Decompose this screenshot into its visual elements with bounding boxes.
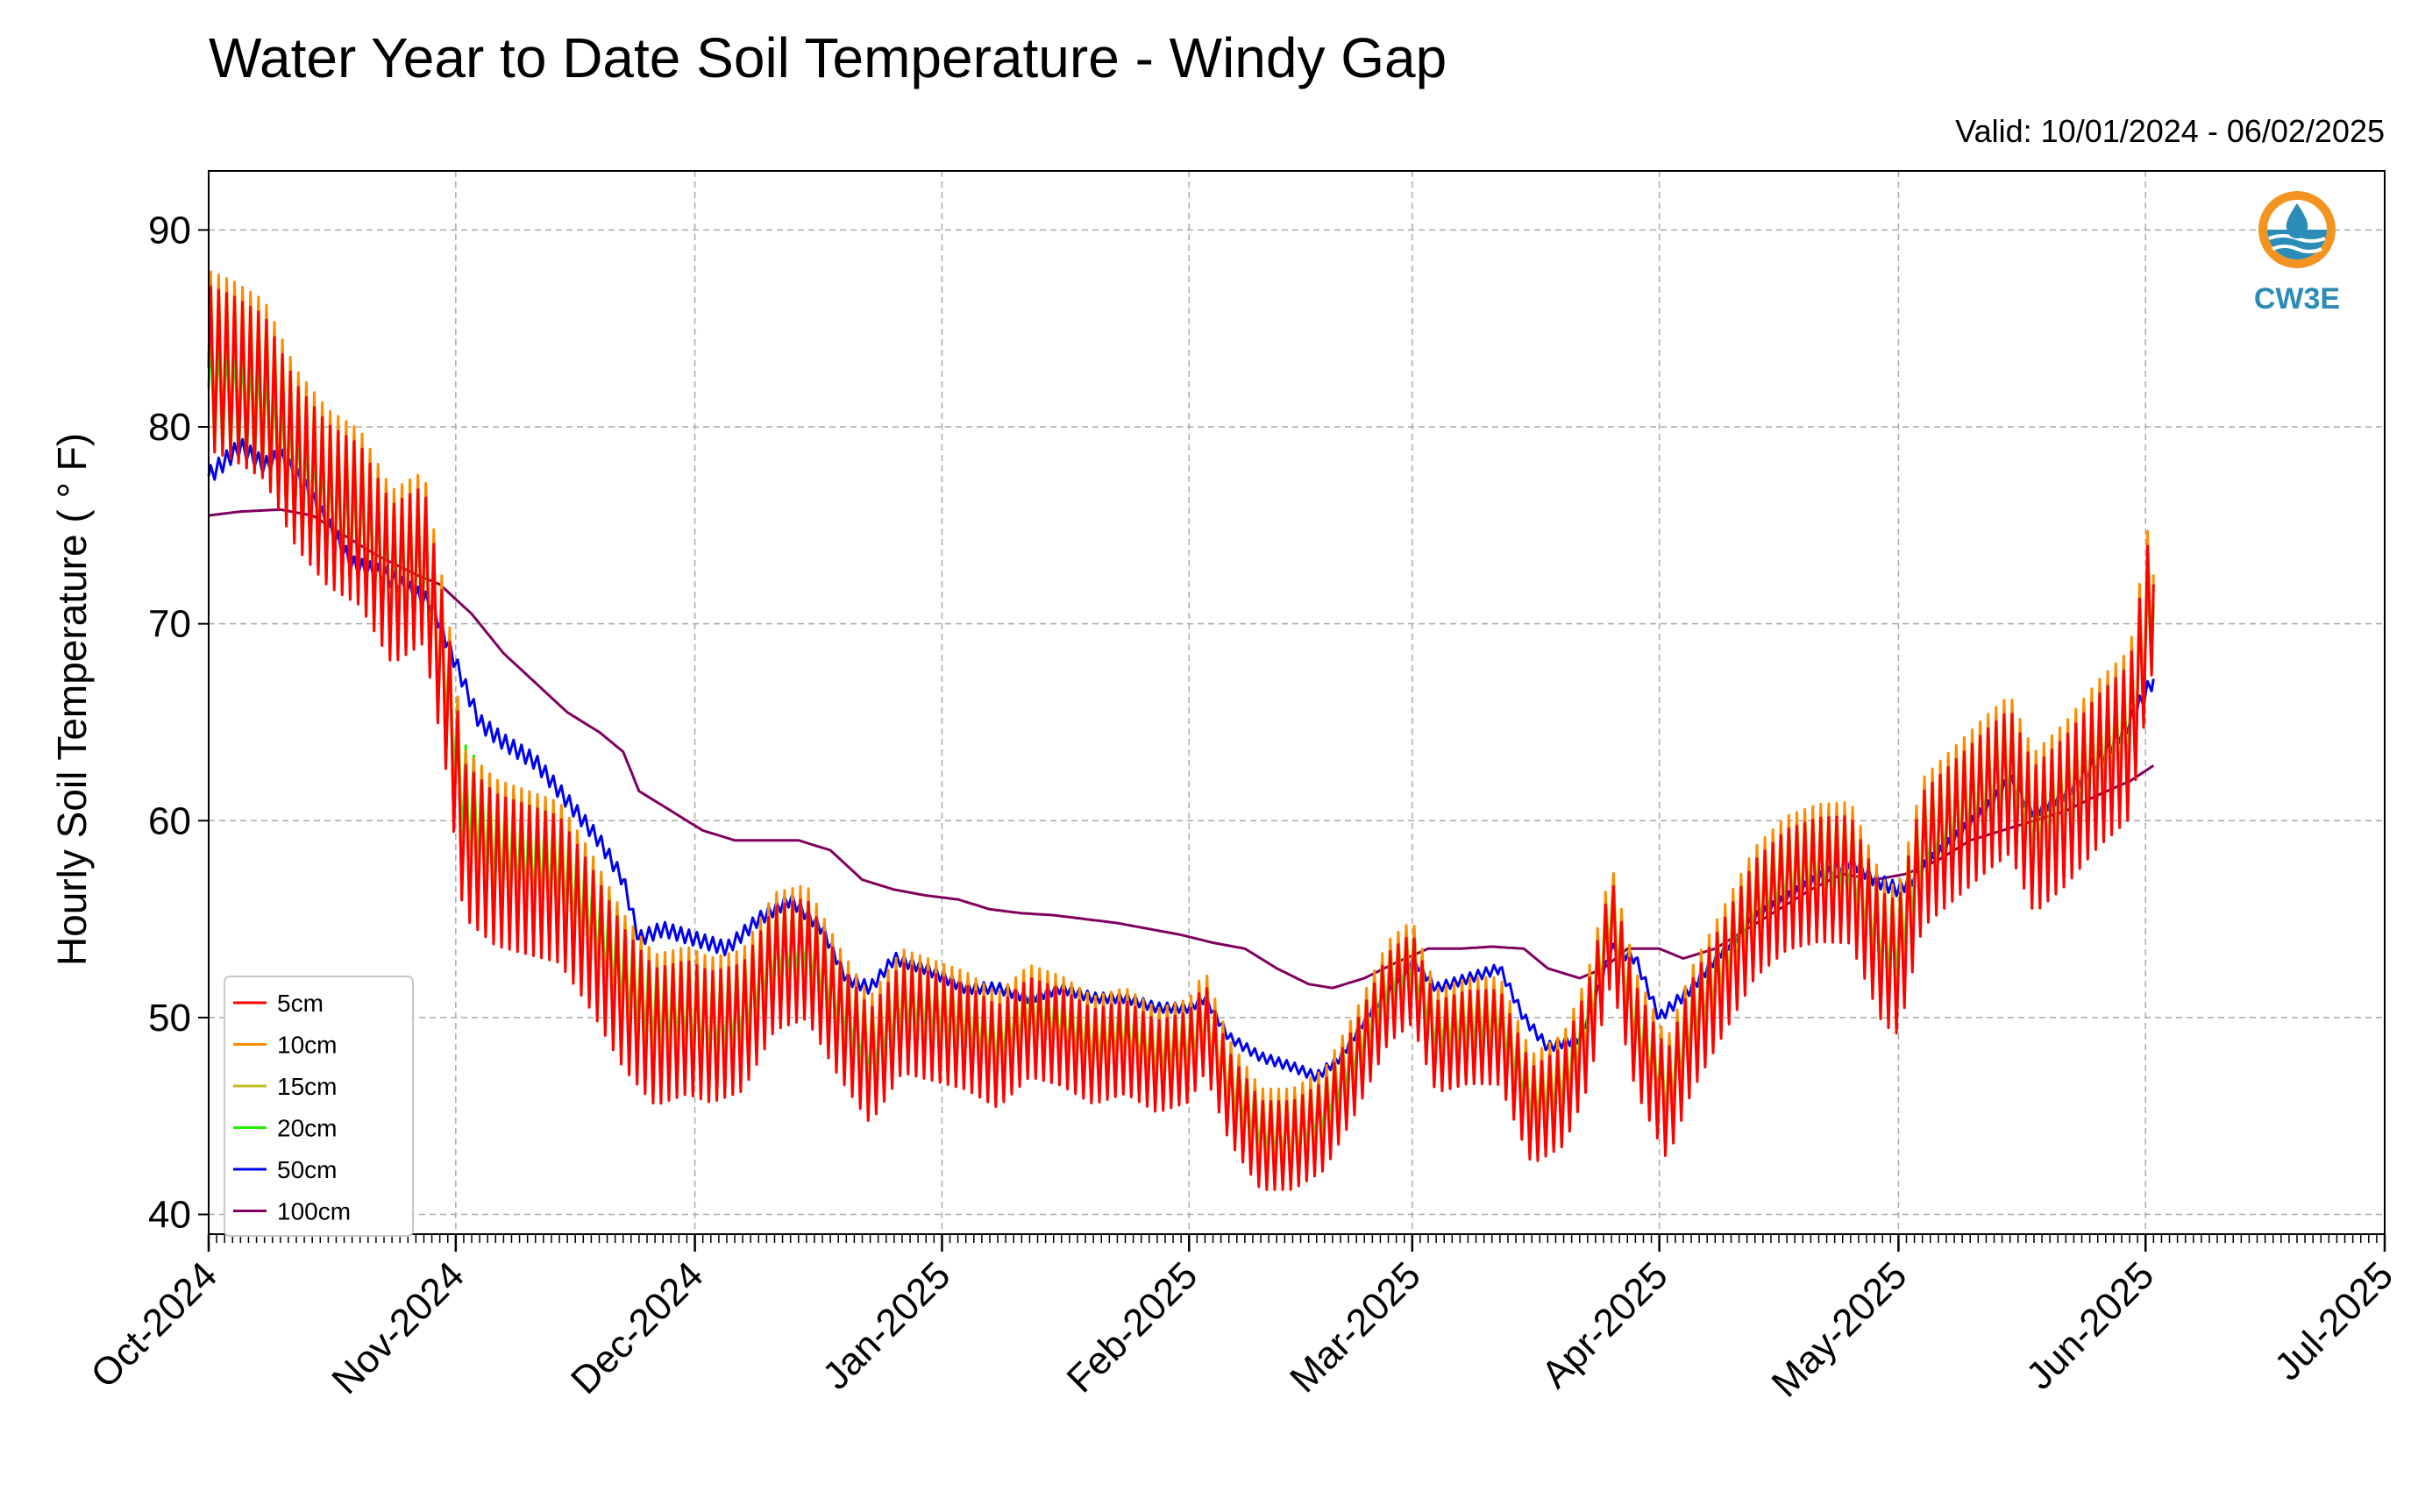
y-tick-label: 70 <box>148 603 191 646</box>
y-tick-label: 50 <box>148 997 191 1040</box>
y-tick-label: 60 <box>148 799 191 842</box>
grid <box>208 171 2386 1234</box>
series-lines <box>207 270 2155 1191</box>
x-tick-label: Dec-2024 <box>563 1253 712 1402</box>
x-tick-label: Feb-2025 <box>1058 1253 1205 1401</box>
y-tick-label: 40 <box>148 1194 191 1237</box>
valid-date-range: Valid: 10/01/2024 - 06/02/2025 <box>1955 113 2385 149</box>
y-tick-label: 80 <box>148 406 191 449</box>
legend-label-15cm: 15cm <box>277 1073 337 1100</box>
x-tick-label: Jul-2025 <box>2266 1253 2401 1388</box>
plot-frame <box>208 170 2386 1235</box>
water-drop-icon <box>2286 203 2308 238</box>
x-tick-label: Jun-2025 <box>2018 1253 2162 1397</box>
legend-label-100cm: 100cm <box>277 1198 351 1225</box>
y-tick-label: 90 <box>148 209 191 252</box>
legend-label-20cm: 20cm <box>277 1115 337 1142</box>
series-line-50cm <box>207 437 2155 1083</box>
x-tick-label: Nov-2024 <box>324 1253 473 1402</box>
x-tick-label: Oct-2024 <box>82 1253 225 1396</box>
legend-label-50cm: 50cm <box>277 1156 337 1183</box>
x-tick-label: Apr-2025 <box>1533 1253 1676 1396</box>
legend-box <box>224 976 414 1237</box>
y-axis: 40 50 60 70 80 90 <box>148 209 209 1237</box>
series-line-5cm <box>207 285 2155 1191</box>
chart-title: Water Year to Date Soil Temperature - Wi… <box>209 26 1447 89</box>
x-axis: Oct-2024 Nov-2024 Dec-2024 Jan-2025 Feb-2025… <box>82 1234 2401 1405</box>
y-axis-label: Hourly Soil Temperature ( ° F) <box>49 433 95 966</box>
series-line-100cm <box>208 508 2155 990</box>
x-tick-label: Jan-2025 <box>814 1253 958 1397</box>
legend: 5cm 10cm 15cm 20cm 50cm 100cm <box>224 976 414 1237</box>
cw3e-logo: CW3E <box>2254 191 2340 316</box>
legend-label-5cm: 5cm <box>277 990 324 1017</box>
x-tick-label: May-2025 <box>1763 1253 1915 1405</box>
x-tick-label: Mar-2025 <box>1282 1253 1429 1401</box>
logo-text: CW3E <box>2254 282 2340 316</box>
legend-label-10cm: 10cm <box>277 1032 337 1059</box>
